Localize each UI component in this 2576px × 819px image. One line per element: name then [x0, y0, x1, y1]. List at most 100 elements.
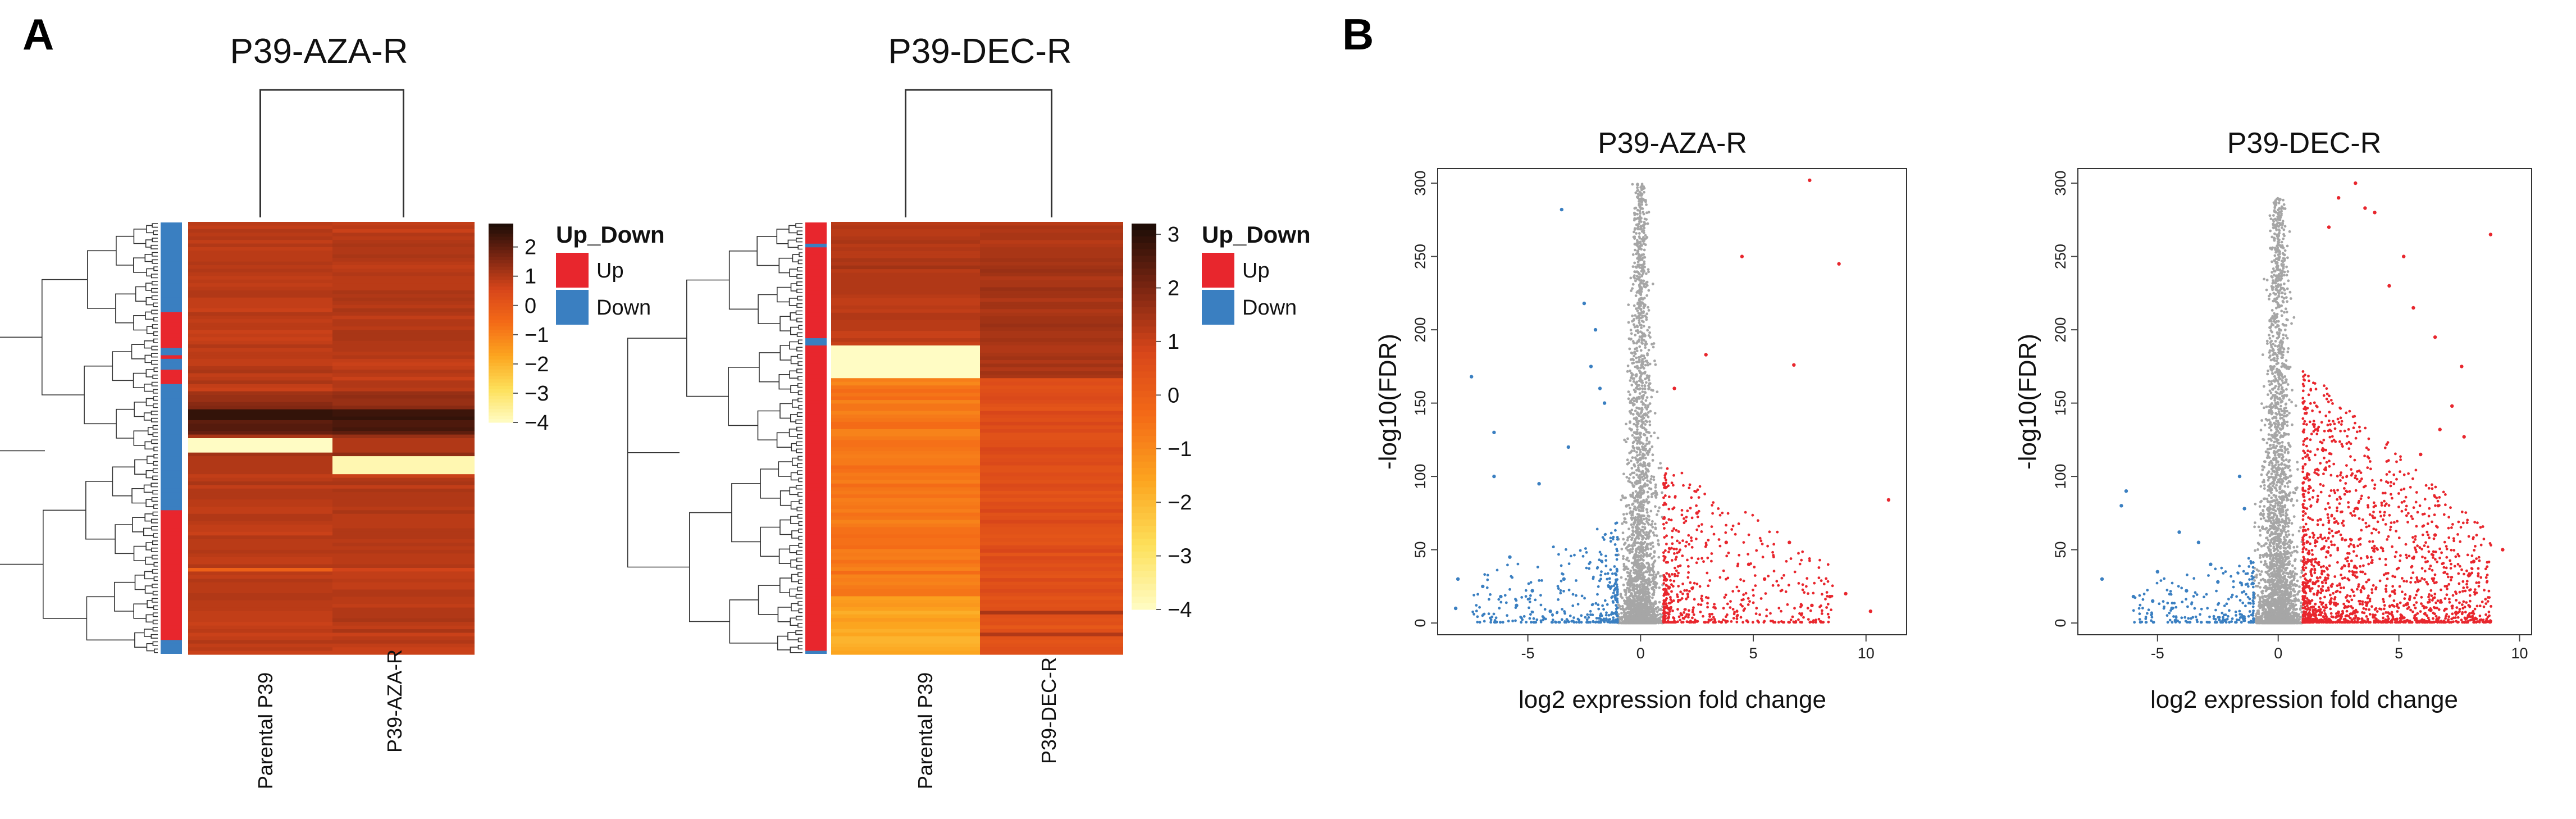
gene-point-nonsig	[1623, 599, 1626, 603]
gene-point-nonsig	[1635, 400, 1639, 403]
heatmap-cell	[332, 434, 475, 439]
gene-point-up	[1771, 620, 1775, 623]
gene-point-up	[1753, 574, 1757, 577]
heatmap-cell	[332, 424, 475, 428]
gene-point-up	[1807, 592, 1809, 595]
gene-point-up	[1821, 621, 1825, 624]
gene-point-nonsig	[1625, 558, 1628, 561]
gene-point-up	[1800, 621, 1803, 624]
gene-point-up	[1758, 536, 1762, 540]
heatmap-cell	[980, 596, 1123, 600]
gene-point-nonsig	[1636, 366, 1640, 370]
gene-point-nonsig	[1634, 603, 1637, 607]
heatmap-cell	[980, 254, 1123, 259]
annotation-cell	[805, 625, 827, 630]
row-dendrogram-branch	[778, 257, 793, 274]
gene-point-nonsig	[1641, 387, 1644, 390]
row-dendrogram-branch	[798, 477, 803, 483]
gene-point-nonsig	[1648, 326, 1651, 329]
row-dendrogram-branch	[792, 399, 799, 408]
gene-point-nonsig	[1652, 571, 1656, 574]
heatmap-cell	[831, 298, 980, 302]
annotation-cell	[805, 236, 827, 240]
gene-point-nonsig	[1632, 588, 1635, 591]
heatmap-cell	[980, 578, 1123, 583]
heatmap-cell	[980, 552, 1123, 557]
heatmap-cell	[980, 265, 1123, 270]
heatmap-cell	[332, 611, 475, 616]
heatmap-cell	[188, 611, 332, 616]
gene-point-up	[1676, 608, 1679, 611]
gene-point-nonsig	[1638, 519, 1641, 522]
gene-point-nonsig	[1629, 585, 1632, 588]
heatmap-cell	[980, 534, 1123, 539]
gene-point-up	[1662, 599, 1666, 602]
gene-point-nonsig	[1631, 340, 1635, 343]
gene-point-nonsig	[1629, 393, 1631, 396]
gene-point-up	[1747, 562, 1751, 566]
gene-point-up	[1776, 530, 1779, 534]
row-dendrogram-branch	[798, 405, 803, 410]
gene-point-up	[1747, 553, 1750, 556]
gene-point-nonsig	[1640, 621, 1643, 625]
gene-point-nonsig	[1633, 463, 1636, 467]
heatmap-cell	[332, 531, 475, 536]
gene-point-down	[1560, 564, 1563, 567]
row-dendrogram-branch	[790, 414, 797, 422]
gene-point-nonsig	[1640, 238, 1644, 241]
heatmap-cell	[332, 622, 475, 626]
annotation-cell	[805, 345, 827, 350]
gene-point-up	[1736, 565, 1739, 567]
heatmap-cell	[980, 505, 1123, 509]
row-dendrogram-branch	[792, 254, 799, 262]
gene-point-up	[1670, 590, 1673, 593]
gene-point-nonsig	[1642, 360, 1645, 363]
row-dendrogram-branch	[151, 518, 158, 524]
annotation-cell	[805, 559, 827, 564]
gene-point-up	[1674, 566, 1676, 570]
gene-point-down	[1481, 584, 1485, 589]
heatmap-cell	[980, 349, 1123, 353]
gene-point-down	[1604, 572, 1607, 576]
gene-point-down	[1526, 598, 1530, 601]
gene-point-up	[1731, 524, 1735, 527]
gene-point-up	[1674, 574, 1676, 577]
heatmap-cell	[332, 438, 475, 443]
heatmap-cell	[831, 316, 980, 321]
heatmap-cell	[980, 262, 1123, 266]
gene-point-down	[1548, 609, 1552, 613]
row-dendrogram-branch	[627, 338, 690, 568]
gene-point-down	[1559, 589, 1562, 592]
gene-point-down	[1588, 567, 1591, 570]
gene-point-up	[1667, 550, 1670, 554]
heatmap-cell	[332, 481, 475, 486]
gene-point-nonsig	[1640, 326, 1643, 329]
gene-point-nonsig	[1639, 316, 1643, 320]
gene-point-nonsig	[1627, 321, 1630, 324]
heatmap-cell	[332, 312, 475, 316]
annotation-cell	[160, 633, 183, 637]
gene-point-down	[1539, 603, 1543, 607]
gene-point-nonsig	[1644, 399, 1648, 402]
gene-point-down	[1616, 553, 1619, 557]
heatmap-cell	[332, 427, 475, 431]
row-dendrogram-branch	[790, 647, 803, 653]
gene-point-up	[1814, 621, 1817, 624]
gene-point-up	[1747, 597, 1750, 600]
annotation-cell	[160, 442, 183, 446]
row-dendrogram-branch	[116, 408, 135, 439]
heatmap-cell	[188, 575, 332, 579]
gene-point-nonsig	[1637, 458, 1640, 462]
gene-point-nonsig	[1647, 379, 1651, 382]
gene-point-nonsig	[1639, 349, 1643, 352]
gene-point-nonsig	[1635, 329, 1638, 333]
heatmap-cell	[188, 297, 332, 302]
row-dendrogram-branch	[153, 389, 158, 394]
colorbar-segment	[489, 343, 513, 347]
gene-point-down	[1604, 565, 1608, 567]
colorbar-segment	[489, 250, 513, 254]
heatmap-cell	[831, 290, 980, 295]
gene-point-nonsig	[1657, 542, 1660, 545]
gene-point-up	[1674, 496, 1677, 499]
gene-point-nonsig	[1625, 440, 1628, 444]
